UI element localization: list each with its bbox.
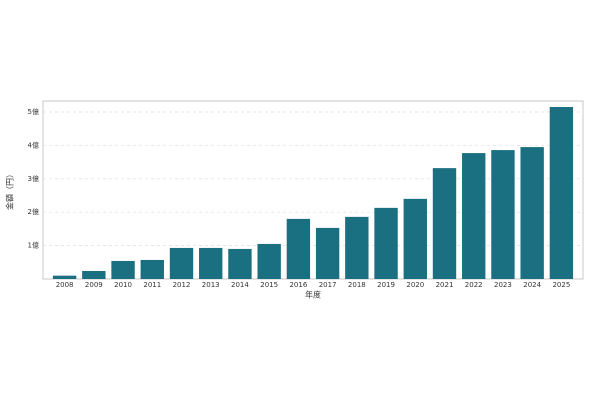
bar — [345, 216, 369, 279]
y-tick-label: 5億 — [28, 107, 39, 116]
bar — [491, 150, 515, 279]
bar — [257, 243, 281, 279]
bar — [140, 259, 164, 279]
bar — [462, 153, 486, 279]
bar — [286, 218, 311, 279]
x-tick-label: 2022 — [465, 281, 483, 289]
y-tick-label: 2億 — [28, 207, 39, 216]
bar — [52, 275, 77, 279]
x-tick-label: 2020 — [406, 281, 424, 289]
y-tick-label: 4億 — [28, 140, 39, 149]
x-tick-label: 2014 — [231, 281, 249, 289]
x-tick-label: 2017 — [319, 281, 337, 289]
x-tick-label: 2019 — [377, 281, 395, 289]
bar — [111, 260, 135, 279]
bar — [549, 107, 574, 279]
bar — [228, 248, 252, 279]
bar — [403, 198, 427, 279]
x-tick-label: 2024 — [523, 281, 541, 289]
x-tick-label: 2012 — [173, 281, 191, 289]
bar — [199, 247, 223, 279]
y-axis-label: 金額（円） — [5, 170, 15, 210]
y-tick-label: 3億 — [28, 174, 39, 183]
x-tick-label: 2008 — [56, 281, 74, 289]
x-tick-label: 2010 — [114, 281, 132, 289]
bar — [82, 270, 106, 279]
bar — [432, 168, 457, 279]
plot-frame — [42, 100, 584, 280]
bar — [315, 227, 340, 279]
x-tick-label: 2016 — [289, 281, 307, 289]
x-tick-label: 2023 — [494, 281, 512, 289]
x-tick-label: 2021 — [436, 281, 454, 289]
bar — [374, 207, 398, 279]
x-tick-label: 2025 — [552, 281, 570, 289]
x-tick-label: 2011 — [143, 281, 161, 289]
x-axis-label: 年度 — [305, 290, 321, 300]
y-tick-label: 1億 — [28, 241, 39, 250]
x-tick-label: 2009 — [85, 281, 103, 289]
x-tick-label: 2015 — [260, 281, 278, 289]
bar — [169, 247, 194, 279]
x-tick-label: 2013 — [202, 281, 220, 289]
bar — [520, 147, 544, 279]
x-tick-label: 2018 — [348, 281, 366, 289]
